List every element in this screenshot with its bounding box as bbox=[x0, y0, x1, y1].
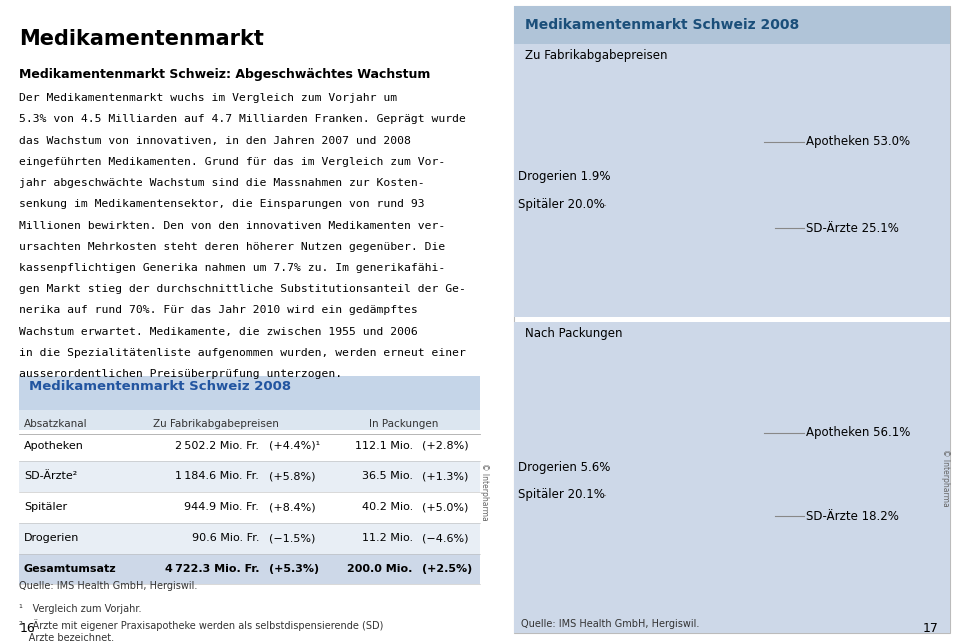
Text: (+8.4%): (+8.4%) bbox=[269, 502, 316, 512]
Text: Quelle: IMS Health GmbH, Hergiswil.: Quelle: IMS Health GmbH, Hergiswil. bbox=[19, 581, 198, 591]
Text: nerika auf rund 70%. Für das Jahr 2010 wird ein gedämpftes: nerika auf rund 70%. Für das Jahr 2010 w… bbox=[19, 305, 418, 316]
Wedge shape bbox=[616, 475, 682, 535]
Text: Der Medikamentenmarkt wuchs im Vergleich zum Vorjahr um: Der Medikamentenmarkt wuchs im Vergleich… bbox=[19, 93, 397, 104]
Text: ² Ärzte mit eigener Praxisapotheke werden als selbstdispensierende (SD): ² Ärzte mit eigener Praxisapotheke werde… bbox=[19, 619, 384, 631]
Text: kassenpflichtigen Generika nahmen um 7.7% zu. Im generikafähi-: kassenpflichtigen Generika nahmen um 7.7… bbox=[19, 263, 445, 273]
Text: Drogerien 5.6%: Drogerien 5.6% bbox=[518, 462, 611, 475]
Text: 11.2 Mio.: 11.2 Mio. bbox=[362, 533, 413, 543]
Text: (+5.3%): (+5.3%) bbox=[269, 564, 319, 574]
Text: ¹ Vergleich zum Vorjahr.: ¹ Vergleich zum Vorjahr. bbox=[19, 604, 142, 615]
Wedge shape bbox=[669, 122, 747, 251]
Text: jahr abgeschwächte Wachstum sind die Massnahmen zur Kosten-: jahr abgeschwächte Wachstum sind die Mas… bbox=[19, 178, 425, 188]
Text: 2 502.2 Mio. Fr.: 2 502.2 Mio. Fr. bbox=[176, 440, 259, 451]
Text: (+5.0%): (+5.0%) bbox=[422, 502, 468, 512]
Text: © Interpharma: © Interpharma bbox=[941, 449, 950, 507]
Wedge shape bbox=[616, 174, 682, 251]
Wedge shape bbox=[660, 410, 682, 475]
Text: Drogerien: Drogerien bbox=[24, 533, 80, 543]
Text: Quelle: IMS Health GmbH, Hergiswil.: Quelle: IMS Health GmbH, Hergiswil. bbox=[521, 619, 700, 629]
Wedge shape bbox=[617, 122, 682, 186]
Text: Apotheken: Apotheken bbox=[24, 440, 84, 451]
Text: Zu Fabrikabgabepreisen: Zu Fabrikabgabepreisen bbox=[525, 49, 667, 62]
Text: (+4.4%)¹: (+4.4%)¹ bbox=[269, 440, 320, 451]
Text: (+1.3%): (+1.3%) bbox=[422, 471, 468, 482]
Text: (−4.6%): (−4.6%) bbox=[422, 533, 468, 543]
Text: SD-Ärzte²: SD-Ärzte² bbox=[24, 471, 77, 482]
Text: Nach Packungen: Nach Packungen bbox=[525, 327, 623, 340]
Text: 17: 17 bbox=[923, 622, 939, 635]
Text: (+5.8%): (+5.8%) bbox=[269, 471, 315, 482]
Text: Apotheken 53.0%: Apotheken 53.0% bbox=[806, 135, 910, 148]
Text: Medikamentenmarkt Schweiz 2008: Medikamentenmarkt Schweiz 2008 bbox=[29, 380, 291, 393]
Text: Medikamentenmarkt: Medikamentenmarkt bbox=[19, 29, 264, 49]
Text: SD-Ärzte 25.1%: SD-Ärzte 25.1% bbox=[806, 222, 900, 235]
Text: in die Spezialitätenliste aufgenommen wurden, werden erneut einer: in die Spezialitätenliste aufgenommen wu… bbox=[19, 348, 466, 358]
Text: senkung im Medikamentensektor, die Einsparungen von rund 93: senkung im Medikamentensektor, die Einsp… bbox=[19, 199, 425, 210]
Text: gen Markt stieg der durchschnittliche Substitutionsanteil der Ge-: gen Markt stieg der durchschnittliche Su… bbox=[19, 284, 466, 294]
Text: In Packungen: In Packungen bbox=[369, 419, 438, 430]
Text: Spitäler 20.1%: Spitäler 20.1% bbox=[518, 489, 605, 502]
Text: © Interpharma: © Interpharma bbox=[480, 463, 490, 521]
Wedge shape bbox=[616, 413, 682, 477]
Text: 4 722.3 Mio. Fr.: 4 722.3 Mio. Fr. bbox=[165, 564, 259, 574]
Text: Medikamentenmarkt Schweiz 2008: Medikamentenmarkt Schweiz 2008 bbox=[525, 18, 800, 32]
Text: Drogerien 1.9%: Drogerien 1.9% bbox=[518, 170, 611, 183]
Text: Apotheken 56.1%: Apotheken 56.1% bbox=[806, 426, 911, 439]
Text: Millionen bewirkten. Den von den innovativen Medikamenten ver-: Millionen bewirkten. Den von den innovat… bbox=[19, 221, 445, 231]
Text: Wachstum erwartet. Medikamente, die zwischen 1955 und 2006: Wachstum erwartet. Medikamente, die zwis… bbox=[19, 327, 418, 337]
Text: das Wachstum von innovativen, in den Jahren 2007 und 2008: das Wachstum von innovativen, in den Jah… bbox=[19, 136, 411, 146]
Text: Spitäler 20.0%: Spitäler 20.0% bbox=[518, 198, 605, 211]
Text: 1 184.6 Mio. Fr.: 1 184.6 Mio. Fr. bbox=[176, 471, 259, 482]
Text: 36.5 Mio.: 36.5 Mio. bbox=[362, 471, 413, 482]
Text: (+2.8%): (+2.8%) bbox=[422, 440, 469, 451]
Text: 16: 16 bbox=[19, 622, 35, 635]
Wedge shape bbox=[658, 410, 747, 539]
Text: 112.1 Mio.: 112.1 Mio. bbox=[354, 440, 413, 451]
Text: Spitäler: Spitäler bbox=[24, 502, 67, 512]
Text: ursachten Mehrkosten steht deren höherer Nutzen gegenüber. Die: ursachten Mehrkosten steht deren höherer… bbox=[19, 242, 445, 252]
Text: 40.2 Mio.: 40.2 Mio. bbox=[362, 502, 413, 512]
Text: 5.3% von 4.5 Milliarden auf 4.7 Milliarden Franken. Geprägt wurde: 5.3% von 4.5 Milliarden auf 4.7 Milliard… bbox=[19, 114, 466, 125]
Text: Absatzkanal: Absatzkanal bbox=[24, 419, 87, 430]
Text: Medikamentenmarkt Schweiz: Abgeschwächtes Wachstum: Medikamentenmarkt Schweiz: Abgeschwächte… bbox=[19, 68, 431, 80]
Text: eingeführten Medikamenten. Grund für das im Vergleich zum Vor-: eingeführten Medikamenten. Grund für das… bbox=[19, 157, 445, 167]
Text: (+2.5%): (+2.5%) bbox=[422, 564, 472, 574]
Text: SD-Ärzte 18.2%: SD-Ärzte 18.2% bbox=[806, 510, 900, 523]
Text: 944.9 Mio. Fr.: 944.9 Mio. Fr. bbox=[184, 502, 259, 512]
Text: Gesamtumsatz: Gesamtumsatz bbox=[24, 564, 116, 574]
Text: (−1.5%): (−1.5%) bbox=[269, 533, 315, 543]
Text: 200.0 Mio.: 200.0 Mio. bbox=[348, 564, 413, 574]
Text: 90.6 Mio. Fr.: 90.6 Mio. Fr. bbox=[192, 533, 259, 543]
Text: Zu Fabrikabgabepreisen: Zu Fabrikabgabepreisen bbox=[153, 419, 279, 430]
Text: ausserordentlichen Preisüberprüfung unterzogen.: ausserordentlichen Preisüberprüfung unte… bbox=[19, 369, 343, 379]
Text: Ärzte bezeichnet.: Ärzte bezeichnet. bbox=[19, 633, 114, 643]
Wedge shape bbox=[674, 122, 682, 186]
